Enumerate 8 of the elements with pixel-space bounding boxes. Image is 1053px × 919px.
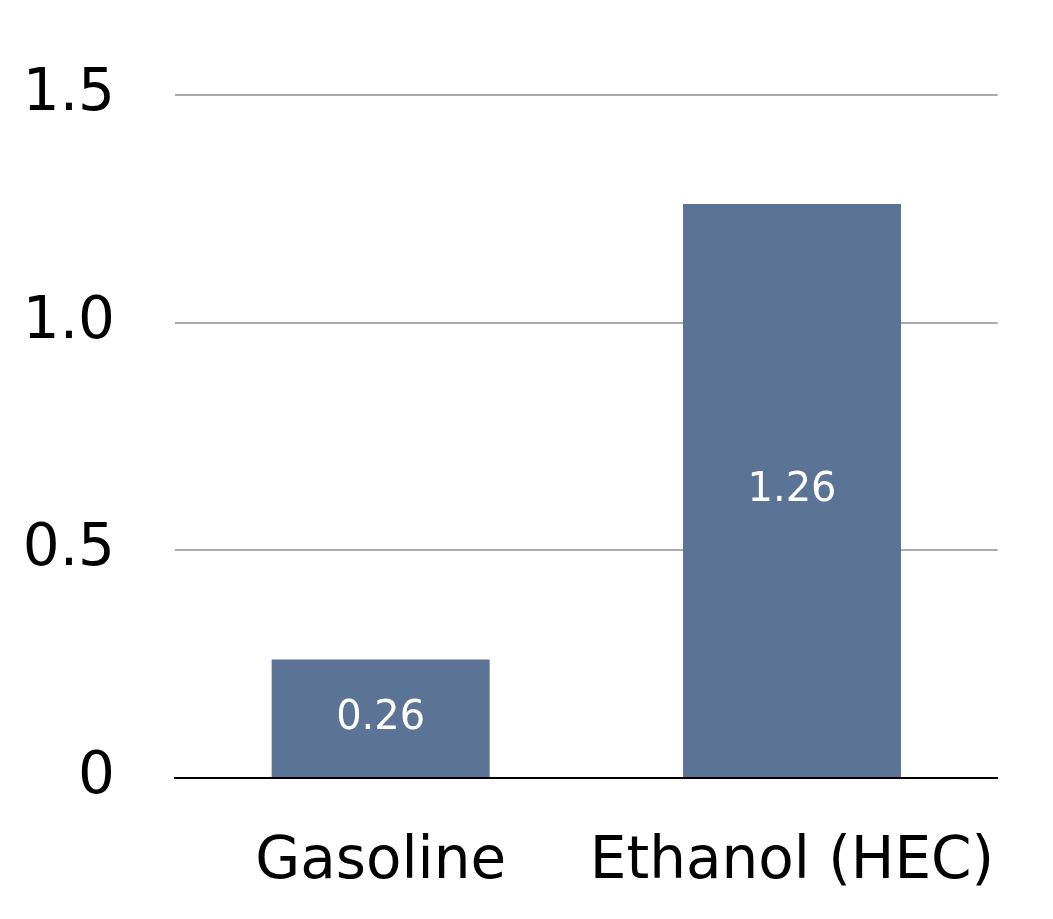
data-label: 1.26 — [747, 463, 837, 510]
data-label: 0.26 — [336, 691, 426, 738]
x-tick-label: Gasoline — [255, 823, 507, 892]
y-tick-label: 0.5 — [22, 511, 115, 580]
y-tick-label: 1.5 — [22, 55, 115, 124]
y-tick-label: 1.0 — [22, 283, 115, 352]
x-tick-label: Ethanol (HEC) — [589, 823, 995, 892]
y-tick-label: 0 — [78, 739, 115, 808]
